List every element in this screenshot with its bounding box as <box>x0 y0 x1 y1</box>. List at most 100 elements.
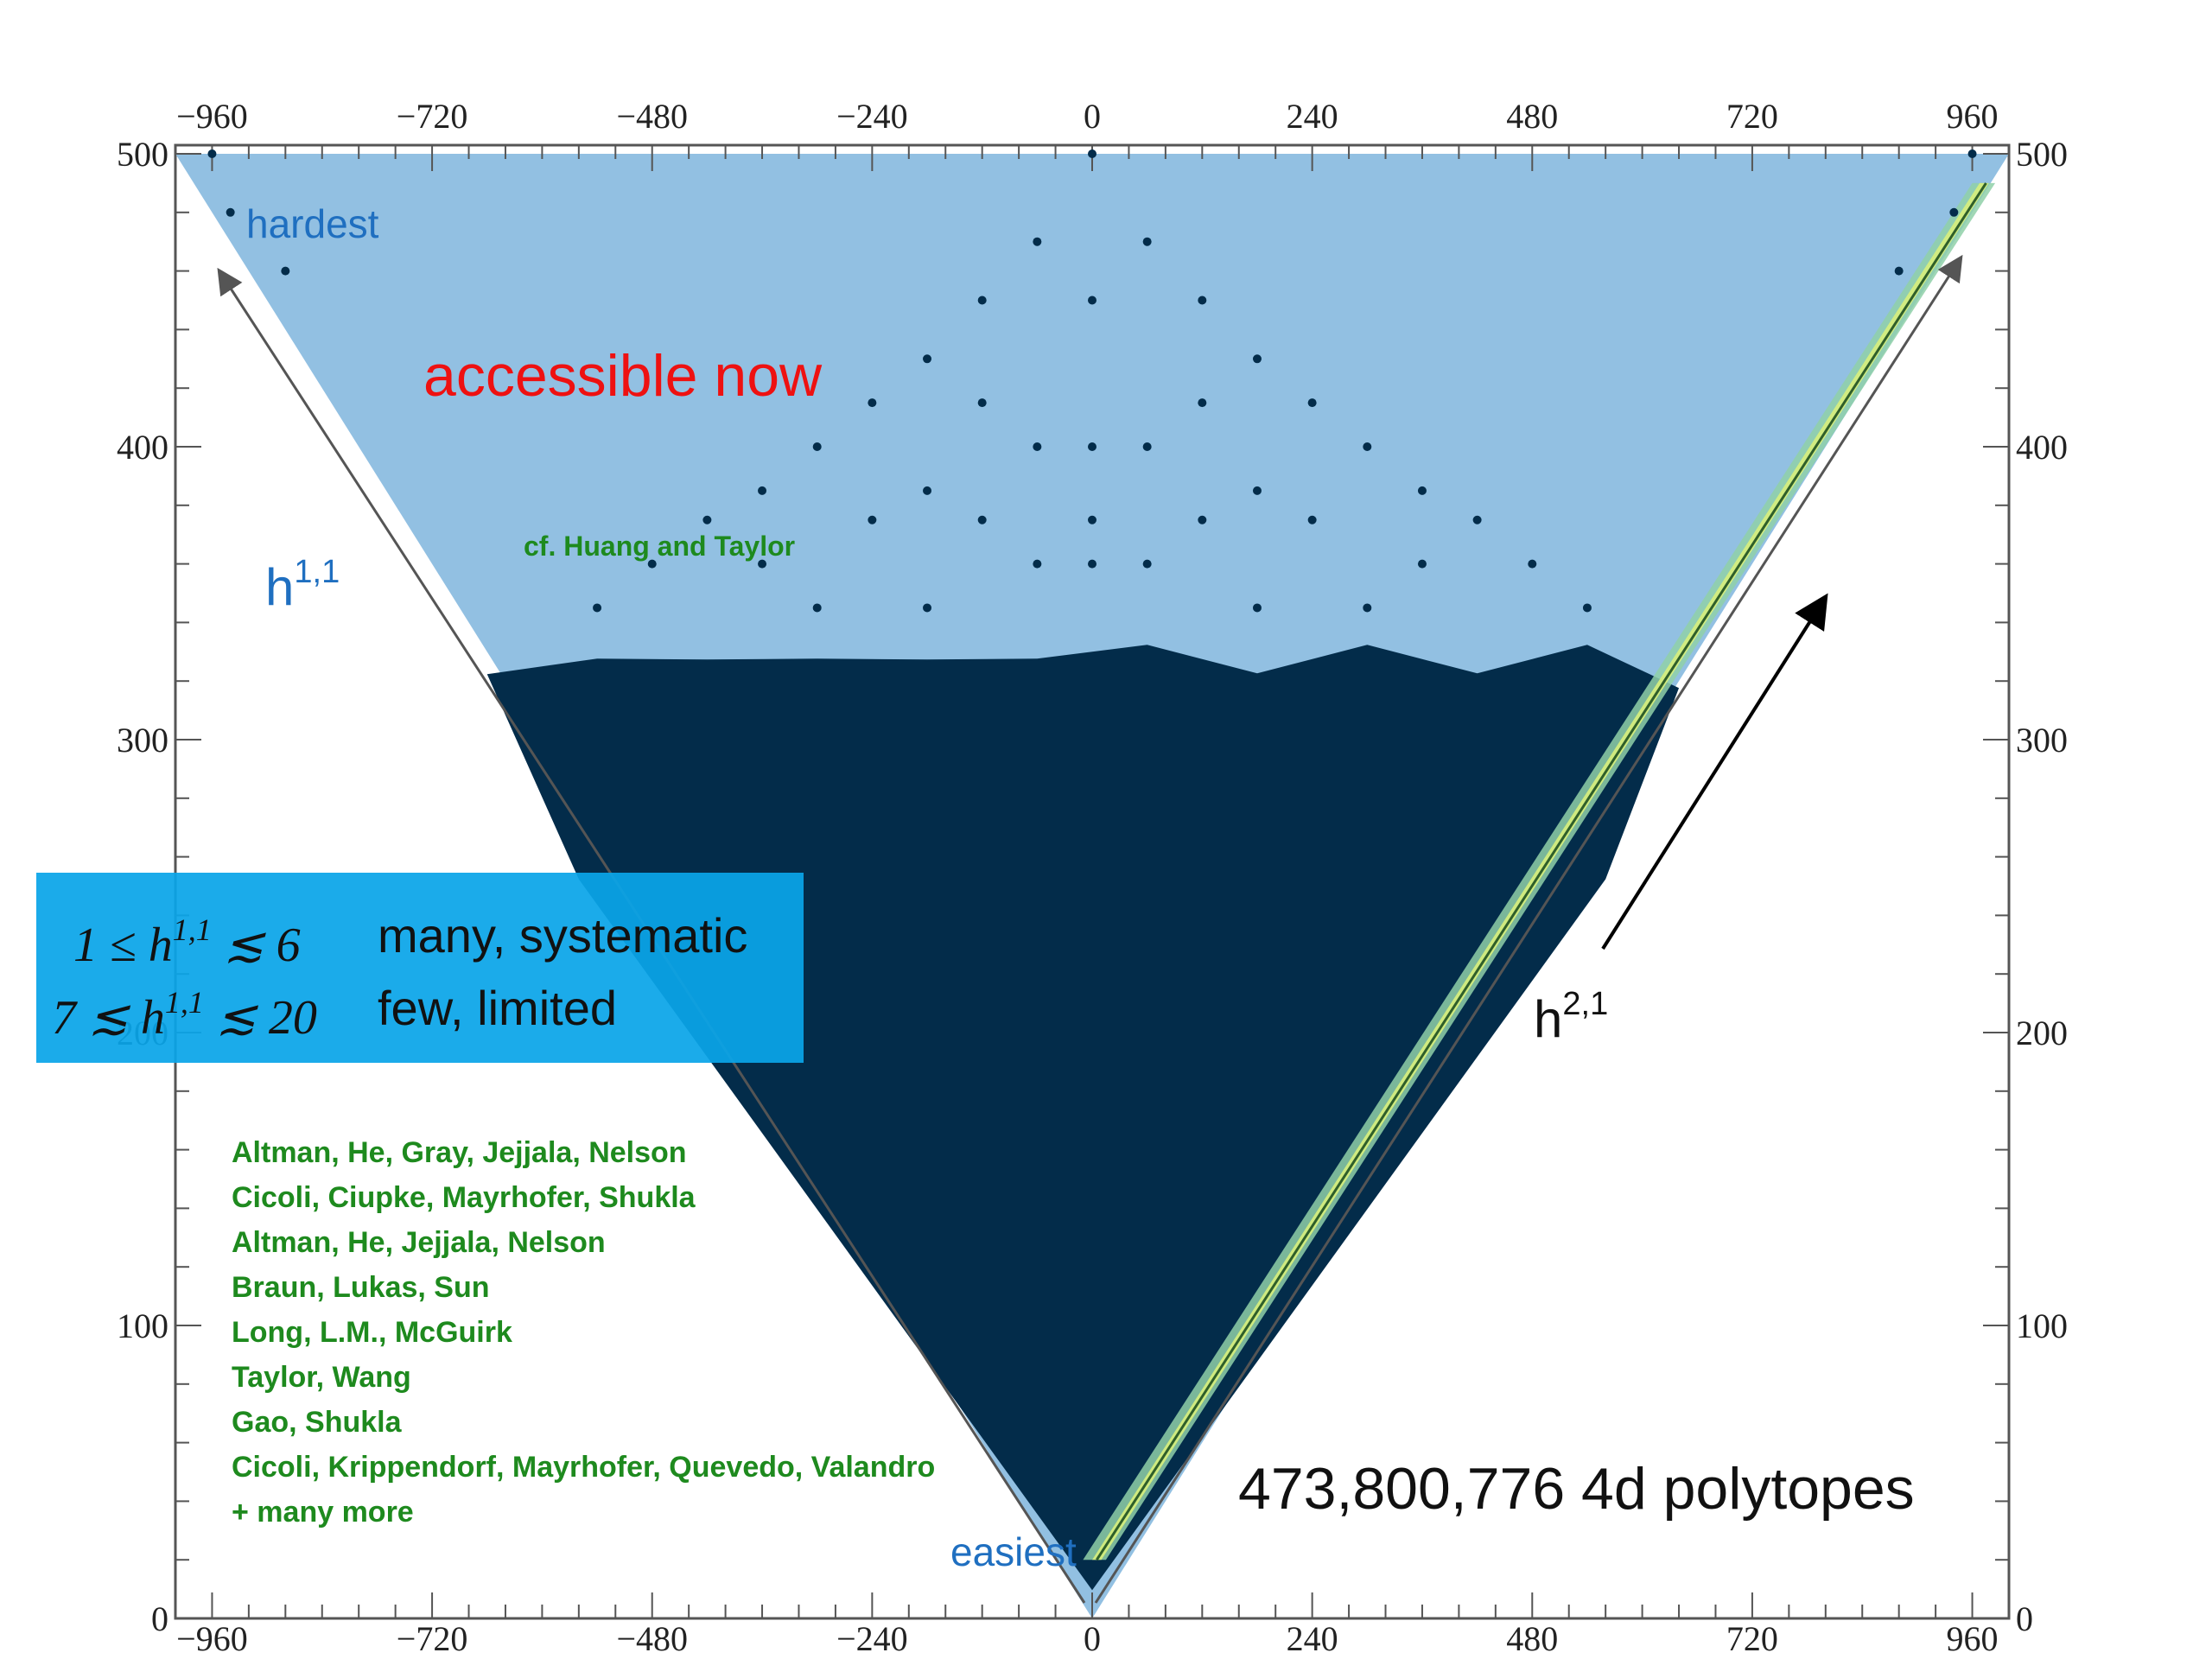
data-point <box>758 486 767 495</box>
data-point <box>1142 237 1152 246</box>
x-tick-label-top: −960 <box>176 97 248 136</box>
y-tick-label-left: 300 <box>117 721 168 760</box>
dense-data-core <box>486 645 1680 1591</box>
data-point <box>923 603 932 613</box>
x-tick-label-bottom: −720 <box>397 1619 468 1658</box>
x-tick-label-top: 720 <box>1726 97 1778 136</box>
data-point <box>1033 237 1042 246</box>
x-tick-label-top: −720 <box>397 97 468 136</box>
data-point <box>1033 559 1042 569</box>
data-point <box>281 266 290 276</box>
reference-item: Cicoli, Ciupke, Mayrhofer, Shukla <box>232 1181 696 1214</box>
h11-label: h1,1 <box>265 554 340 616</box>
h21-arrow <box>1601 593 1828 950</box>
data-point <box>702 515 712 524</box>
x-tick-label-bottom: 960 <box>1947 1619 1999 1658</box>
hardest-label: hardest <box>246 201 379 246</box>
data-point <box>868 515 877 524</box>
x-tick-label-bottom: 240 <box>1287 1619 1338 1658</box>
accessible-now-label: accessible now <box>423 343 823 409</box>
h21-label: h2,1 <box>1534 986 1608 1048</box>
x-tick-label-bottom: −960 <box>176 1619 248 1658</box>
easiest-label: easiest <box>950 1529 1077 1574</box>
data-point <box>1088 149 1096 158</box>
reference-item: Taylor, Wang <box>232 1361 411 1394</box>
polytopes-count: 473,800,776 4d polytopes <box>1238 1456 1915 1522</box>
x-tick-label-bottom: 0 <box>1084 1619 1101 1658</box>
data-point <box>1088 296 1096 305</box>
data-point <box>923 486 932 495</box>
x-tick-label-bottom: 720 <box>1726 1619 1778 1658</box>
y-tick-label-left: 400 <box>117 428 168 467</box>
reference-item: Long, L.M., McGuirk <box>232 1316 512 1349</box>
data-point <box>1363 442 1372 451</box>
right-edge-arrow <box>1094 254 1963 1604</box>
data-point <box>868 398 877 408</box>
x-tick-label-top: −240 <box>836 97 908 136</box>
data-point <box>977 398 987 408</box>
data-point <box>207 149 217 158</box>
info-row1-math: 1 ≤ h1,1 ≲ 6 <box>73 912 301 972</box>
data-point <box>1198 515 1207 524</box>
x-tick-label-top: 0 <box>1084 97 1101 136</box>
data-point <box>1967 149 1977 158</box>
x-tick-label-top: 480 <box>1506 97 1558 136</box>
data-point <box>1252 354 1262 364</box>
x-tick-label-top: 240 <box>1287 97 1338 136</box>
y-tick-label-right: 200 <box>2016 1014 2068 1052</box>
y-tick-label-right: 400 <box>2016 428 2068 467</box>
x-tick-label-bottom: −240 <box>836 1619 908 1658</box>
data-point <box>1528 559 1537 569</box>
data-point <box>1198 398 1207 408</box>
axis-ticks <box>175 145 2010 1619</box>
data-point <box>1198 296 1207 305</box>
y-tick-label-right: 0 <box>2016 1599 2033 1638</box>
data-point <box>923 354 932 364</box>
reference-item: Braun, Lukas, Sun <box>232 1271 490 1304</box>
y-tick-label-right: 100 <box>2016 1306 2068 1345</box>
data-point <box>1252 603 1262 613</box>
y-tick-label-right: 300 <box>2016 721 2068 760</box>
y-tick-label-left: 500 <box>117 135 168 174</box>
reference-item: Altman, He, Gray, Jejjala, Nelson <box>232 1136 687 1169</box>
data-point <box>977 515 987 524</box>
x-tick-label-top: −480 <box>616 97 688 136</box>
data-point <box>812 442 822 451</box>
data-point <box>812 603 822 613</box>
reference-item: Cicoli, Krippendorf, Mayrhofer, Quevedo,… <box>232 1451 935 1484</box>
data-point <box>226 207 235 217</box>
data-point <box>1088 515 1096 524</box>
data-point <box>1307 515 1317 524</box>
info-box <box>36 873 804 1063</box>
x-tick-label-bottom: 480 <box>1506 1619 1558 1658</box>
data-point <box>1894 266 1904 276</box>
data-point <box>758 559 767 569</box>
data-point <box>1088 442 1096 451</box>
y-tick-label-right: 500 <box>2016 135 2068 174</box>
x-tick-label-bottom: −480 <box>616 1619 688 1658</box>
data-point <box>1417 486 1427 495</box>
huang-taylor-label: cf. Huang and Taylor <box>524 531 795 562</box>
references-list: Altman, He, Gray, Jejjala, Nelson Cicoli,… <box>232 1136 935 1529</box>
data-point <box>1088 559 1096 569</box>
data-point <box>1949 207 1959 217</box>
info-row2-math: 7 ≲ h1,1 ≲ 20 <box>52 985 317 1045</box>
highlight-band-line <box>1096 182 1987 1561</box>
reference-item: Altman, He, Jejjala, Nelson <box>232 1226 606 1259</box>
data-point <box>977 296 987 305</box>
data-point <box>593 603 602 613</box>
data-point <box>1363 603 1372 613</box>
data-point <box>1582 603 1592 613</box>
data-point <box>1033 442 1042 451</box>
info-row1-text: many, systematic <box>378 908 747 963</box>
data-point <box>1142 442 1152 451</box>
data-point <box>1252 486 1262 495</box>
data-point <box>1417 559 1427 569</box>
y-tick-label-left: 0 <box>151 1599 168 1638</box>
y-tick-label-left: 100 <box>117 1306 168 1345</box>
data-points <box>207 149 1977 613</box>
data-point <box>1307 398 1317 408</box>
data-point <box>1142 559 1152 569</box>
reference-item: + many more <box>232 1496 414 1529</box>
